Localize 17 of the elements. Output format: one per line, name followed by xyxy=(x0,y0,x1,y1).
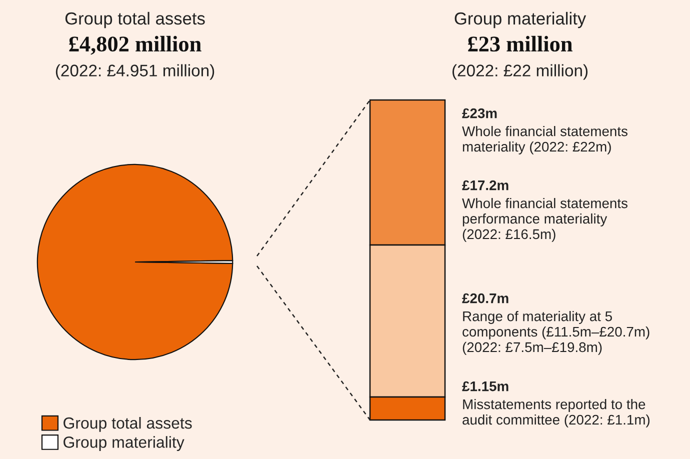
legend-label: Group total assets xyxy=(64,417,192,432)
text: £1.15m xyxy=(462,381,508,392)
text: Range of materiality at 5 components (£11.5m–£20.7m) (2022: £7.5m–£19.8m) xyxy=(462,311,650,355)
pie-slice xyxy=(36,164,234,360)
text: £20.7m xyxy=(462,293,508,304)
text: £23m xyxy=(462,108,497,118)
text: Group materiality xyxy=(454,12,586,28)
text: £17.2m xyxy=(462,180,508,190)
text: Whole financial statements materiality (2022: £22m) xyxy=(462,126,628,154)
legend-label: Group materiality xyxy=(64,436,184,452)
chart-subtitle: £4,802 million xyxy=(69,36,202,55)
chart-title: Group total assets xyxy=(65,12,205,28)
text: Whole financial statements performance materiality (2022: £16.5m) xyxy=(462,198,628,242)
text: Misstatements reported to the audit committee (2022: £1.1m) xyxy=(462,399,650,428)
text: (2022: £4.951 million) xyxy=(56,64,214,80)
text: (2022: £22 million) xyxy=(452,64,588,80)
text: £23 million xyxy=(468,36,572,52)
